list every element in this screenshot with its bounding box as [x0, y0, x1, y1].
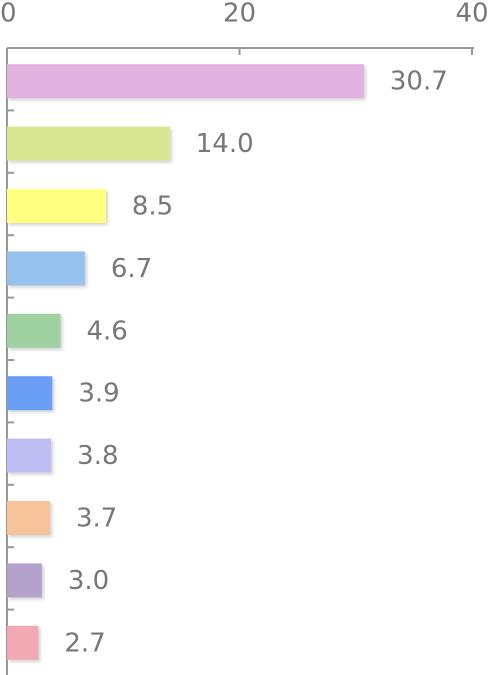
bar [7, 313, 61, 348]
bar [7, 438, 52, 473]
value-label: 3.8 [77, 441, 118, 471]
bar [7, 251, 85, 286]
value-label: 3.9 [78, 379, 119, 409]
bar [7, 376, 53, 411]
bar [7, 64, 364, 99]
value-label: 30.7 [390, 67, 448, 97]
bar [7, 189, 106, 223]
x-tick-label: 40 [455, 0, 488, 29]
value-label: 14.0 [196, 129, 254, 159]
bar [7, 501, 51, 535]
value-label: 3.7 [76, 504, 117, 534]
bar [7, 563, 42, 598]
value-label: 4.6 [86, 316, 127, 346]
value-label: 6.7 [111, 254, 152, 284]
bar [7, 126, 170, 161]
x-tick-label: 20 [223, 0, 256, 29]
value-label: 2.7 [64, 628, 105, 658]
value-label: 3.0 [68, 566, 109, 596]
value-label: 8.5 [132, 192, 173, 222]
x-tick-label: 0 [0, 0, 17, 29]
bar [7, 625, 39, 660]
